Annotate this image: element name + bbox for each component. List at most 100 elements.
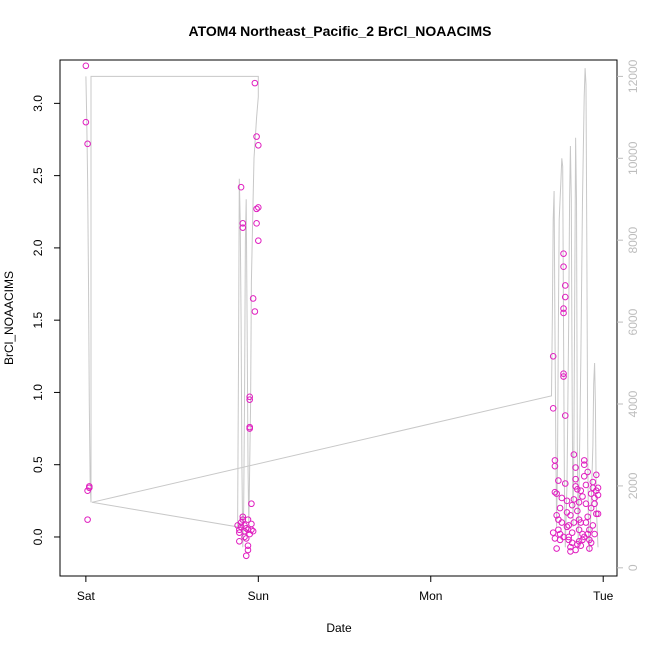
data-point: [563, 497, 571, 505]
data-point: [560, 309, 567, 317]
data-point: [551, 488, 559, 496]
data-point: [82, 118, 90, 126]
data-point: [251, 79, 259, 87]
data-point: [580, 461, 588, 469]
data-point: [244, 516, 252, 523]
data-point: [549, 529, 557, 536]
x-tick-label: Sun: [248, 589, 269, 603]
data-point: [237, 183, 245, 191]
data-point: [242, 535, 250, 542]
y-tick-label: 0.5: [31, 456, 45, 473]
data-point: [591, 500, 598, 508]
y2-tick-label: 4000: [626, 390, 640, 417]
data-point: [580, 533, 588, 541]
axes-group: 0.0 0.5 1.0 1.5 2.0 2.5 3.0 0 2000 4000 6000 8000 10…: [31, 59, 640, 603]
data-point: [577, 542, 585, 549]
data-point: [253, 220, 260, 227]
data-point: [570, 496, 578, 503]
data-point: [253, 133, 260, 140]
data-point: [561, 282, 569, 289]
data-point: [255, 141, 262, 149]
data-point: [549, 405, 557, 412]
data-point: [567, 543, 574, 551]
y-tick-label: 0.0: [31, 528, 45, 545]
data-point: [577, 487, 585, 495]
data-point: [570, 451, 578, 458]
y2-tick-label: 10000: [626, 141, 640, 175]
data-point: [582, 500, 590, 508]
data-point: [568, 539, 576, 547]
data-point: [575, 498, 583, 506]
data-point: [586, 545, 593, 552]
data-point: [568, 501, 576, 509]
data-point: [549, 353, 557, 360]
data-point: [255, 204, 262, 211]
x-tick-label: Mon: [419, 589, 442, 603]
y2-tick-label: 0: [626, 564, 640, 571]
chart-title: ATOM4 Northeast_Pacific_2 BrCl_NOAACIMS: [189, 23, 492, 39]
data-point: [561, 412, 569, 419]
y-tick-label: 1.5: [31, 312, 45, 329]
plot-frame: [59, 59, 618, 577]
data-point: [567, 511, 574, 519]
data-point: [589, 522, 597, 529]
data-point: [236, 538, 243, 545]
data-point: [84, 140, 91, 148]
data-point: [555, 526, 562, 534]
x-tick-label: Tue: [593, 589, 614, 603]
y2-tick-label: 2000: [626, 472, 640, 499]
data-point: [580, 472, 588, 480]
data-point: [560, 305, 567, 312]
altitude-line: [85, 68, 599, 552]
data-point: [561, 480, 569, 487]
y-tick-label: 3.0: [31, 95, 45, 112]
data-point: [580, 457, 588, 464]
data-point: [239, 220, 247, 227]
y-tick-label: 2.5: [31, 167, 45, 184]
data-point: [582, 481, 590, 489]
x-tick-label: Sat: [77, 589, 96, 603]
data-point: [568, 529, 576, 536]
data-point: [587, 539, 595, 547]
data-point: [553, 490, 560, 497]
data-point: [594, 510, 602, 518]
data-point: [570, 519, 578, 526]
data-point: [587, 490, 595, 497]
data-point: [248, 500, 255, 508]
data-point: [589, 478, 597, 486]
data-point: [248, 526, 255, 534]
data-point: [553, 511, 560, 519]
data-point: [572, 475, 579, 483]
data-point: [594, 491, 602, 499]
data-point: [587, 504, 595, 512]
data-point: [575, 526, 583, 534]
data-point: [246, 425, 253, 432]
data-point: [242, 552, 250, 560]
data-point: [244, 546, 252, 554]
data-point: [565, 522, 573, 529]
data-point: [244, 526, 252, 534]
data-point: [82, 62, 90, 70]
data-point: [574, 485, 581, 493]
y-tick-label: 1.0: [31, 384, 45, 401]
y2-tick-label: 12000: [626, 59, 640, 93]
data-point: [560, 373, 567, 380]
data-point: [565, 533, 573, 541]
data-point: [572, 464, 579, 471]
data-point: [244, 542, 252, 549]
data-point: [561, 293, 569, 301]
data-point: [560, 250, 567, 257]
data-point: [84, 516, 91, 523]
data-point: [255, 237, 262, 244]
data-points-group: [82, 62, 602, 560]
data-point: [249, 295, 257, 302]
data-point: [560, 370, 567, 377]
data-point: [584, 513, 591, 521]
data-point: [239, 224, 247, 231]
data-point: [553, 545, 560, 552]
data-point: [253, 205, 260, 213]
data-point: [239, 513, 247, 521]
data-point: [591, 530, 598, 538]
data-point: [551, 457, 559, 464]
data-point: [584, 468, 591, 476]
